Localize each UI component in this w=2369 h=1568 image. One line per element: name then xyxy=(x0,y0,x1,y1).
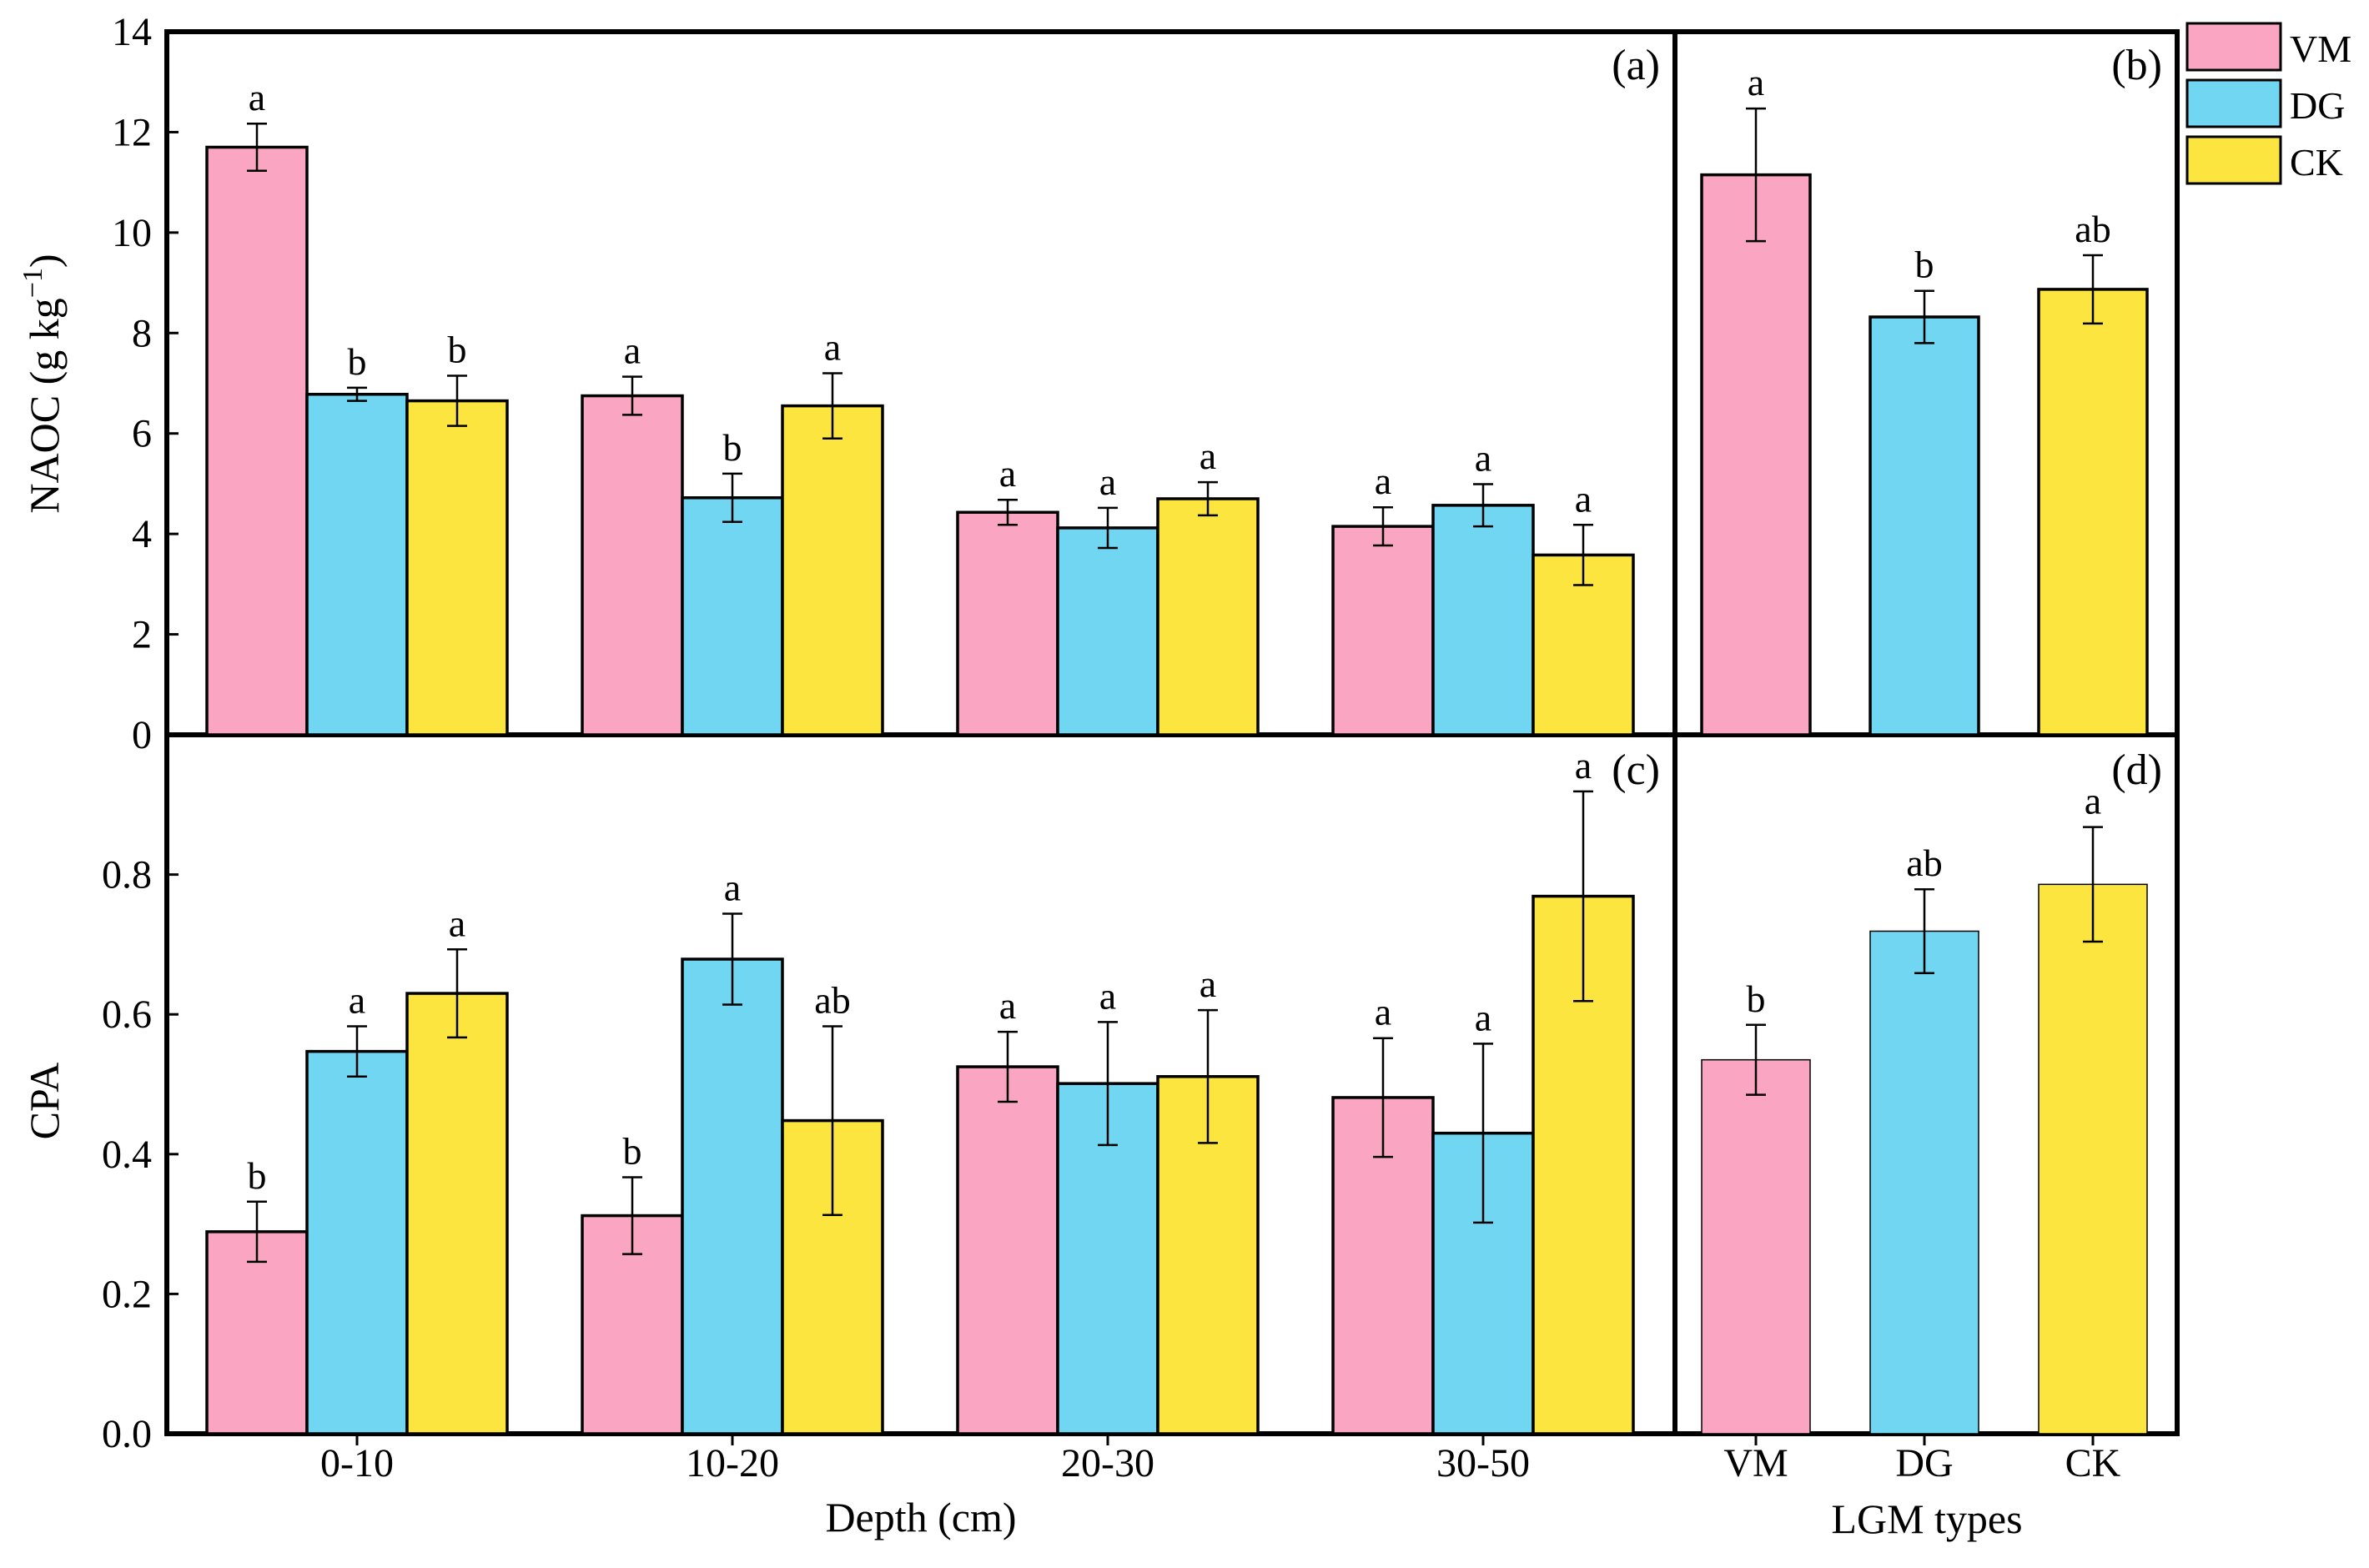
panel-c-dg-3-significance-letter: a xyxy=(1475,996,1491,1038)
panel-d-dg-bar xyxy=(1869,930,1979,1435)
panel-d-ck-bar xyxy=(2038,883,2148,1435)
panel-a-vm-3-significance-letter: a xyxy=(1375,460,1391,502)
x-axis-title-types: LGM types xyxy=(1831,1495,2022,1542)
panel-a-ck-3-significance-letter: a xyxy=(1575,477,1592,520)
x-tick-label-type-1: DG xyxy=(1895,1441,1953,1485)
panel-a-ck-1-significance-letter: a xyxy=(824,325,841,368)
panel-label-a: (a) xyxy=(1612,42,1660,89)
y-tick-label-bottom-0: 0.0 xyxy=(102,1412,152,1456)
panel-d-dg-significance-letter: ab xyxy=(1906,842,1942,884)
panel-a-dg-1-bar xyxy=(681,496,784,736)
legend-swatch-dg xyxy=(2185,78,2282,128)
panel-c-dg-1-bar xyxy=(681,957,784,1435)
x-tick-label-type-0: VM xyxy=(1723,1441,1788,1485)
panel-b-dg-bar xyxy=(1869,315,1980,736)
panel-a-ck-2-bar xyxy=(1156,497,1260,736)
axis-ticks: 0 2 4 6 8 10 12 14 0.0 0.2 0.4 0.6 0.8 0-10 10-20 20-30… xyxy=(102,10,2121,1485)
panel-a-dg-3-bar xyxy=(1431,504,1535,736)
panel-c-ck-0-bar xyxy=(405,992,509,1435)
panel-d-vm-significance-letter: b xyxy=(1747,977,1766,1020)
y-axis-title-bottom: CPA xyxy=(21,1063,68,1140)
panel-c-vm-1-significance-letter: b xyxy=(623,1129,642,1172)
legend: VM DG CK xyxy=(2185,22,2351,185)
panel-d-vm-bar xyxy=(1701,1058,1811,1435)
panel-a-vm-1-bar xyxy=(581,394,684,736)
y-tick-label-top-0: 0 xyxy=(132,713,152,757)
panel-a-vm-1-significance-letter: a xyxy=(624,329,641,372)
y-tick-label-top-2: 4 xyxy=(132,512,152,556)
y-tick-label-top-1: 2 xyxy=(132,613,152,657)
y-axis-title-top: NAOC (g kg−1) xyxy=(18,254,68,513)
y-tick-label-top-4: 8 xyxy=(132,311,152,355)
panel-c-dg-0-significance-letter: a xyxy=(349,978,365,1021)
panel-b-vm-bar xyxy=(1700,173,1812,736)
panel-b-vm-significance-letter: a xyxy=(1748,61,1764,103)
panel-a-vm-0-significance-letter: a xyxy=(249,76,265,118)
panel-a-vm-2-significance-letter: a xyxy=(999,452,1016,495)
panel-c-vm-2-significance-letter: a xyxy=(999,984,1016,1027)
panel-c-vm-2-bar xyxy=(956,1065,1059,1435)
x-axis-title-depth: Depth (cm) xyxy=(825,1494,1016,1540)
panel-c-ck-0-significance-letter: a xyxy=(449,902,465,944)
panel-a-vm-0-bar xyxy=(205,145,309,736)
x-tick-label-depth-2: 20-30 xyxy=(1061,1441,1154,1485)
x-tick-label-depth-0: 0-10 xyxy=(320,1441,394,1485)
panel-b-ck-significance-letter: ab xyxy=(2075,208,2110,250)
panel-c-dg-2-significance-letter: a xyxy=(1099,974,1116,1017)
panel-c-dg-1-significance-letter: a xyxy=(724,867,741,909)
x-tick-label-depth-3: 30-50 xyxy=(1436,1441,1530,1485)
panel-c-ck-3-significance-letter: a xyxy=(1575,744,1592,787)
panel-label-d: (d) xyxy=(2111,746,2162,794)
panel-a-ck-2-significance-letter: a xyxy=(1200,435,1216,477)
panel-d-ck-significance-letter: a xyxy=(2085,780,2101,822)
panel-c-dg-0-bar xyxy=(305,1049,409,1435)
panel-a-ck-0-significance-letter: b xyxy=(448,328,467,370)
y-axis-title-top-close: ) xyxy=(21,254,68,268)
panel-b-dg-significance-letter: b xyxy=(1915,244,1934,286)
panel-a-dg-0-significance-letter: b xyxy=(348,340,367,383)
panel-label-c: (c) xyxy=(1612,746,1660,794)
panel-a-dg-1-significance-letter: b xyxy=(723,426,742,469)
panel-a-vm-3-bar xyxy=(1331,525,1435,736)
y-tick-label-top-3: 6 xyxy=(132,412,152,456)
y-axis-title-top-superscript: −1 xyxy=(18,268,48,298)
legend-label-vm: VM xyxy=(2290,28,2351,70)
y-tick-label-bottom-1: 0.2 xyxy=(102,1272,152,1316)
legend-label-dg: DG xyxy=(2290,84,2345,127)
legend-label-ck: CK xyxy=(2290,141,2343,183)
panel-c-ck-1-significance-letter: ab xyxy=(814,978,850,1021)
panel-a-vm-2-bar xyxy=(956,510,1059,736)
legend-swatch-ck xyxy=(2185,135,2282,185)
y-tick-label-top-5: 10 xyxy=(112,211,152,255)
panel-a-dg-2-bar xyxy=(1056,526,1159,736)
panel-a-ck-1-bar xyxy=(781,404,884,736)
y-tick-label-bottom-2: 0.4 xyxy=(102,1133,152,1177)
panel-c-vm-0-significance-letter: b xyxy=(248,1154,267,1197)
y-tick-label-bottom-3: 0.6 xyxy=(102,993,152,1037)
panel-a-dg-3-significance-letter: a xyxy=(1475,437,1491,480)
x-tick-label-type-2: CK xyxy=(2065,1441,2121,1485)
y-tick-label-top-6: 12 xyxy=(112,110,152,154)
panel-a-ck-0-bar xyxy=(405,399,509,736)
x-tick-label-depth-1: 10-20 xyxy=(686,1441,779,1485)
panel-a-dg-0-bar xyxy=(305,392,409,736)
panel-c-vm-3-significance-letter: a xyxy=(1375,991,1391,1033)
legend-swatch-vm xyxy=(2185,22,2282,72)
y-tick-label-bottom-4: 0.8 xyxy=(102,853,152,897)
panel-b-ck-bar xyxy=(2037,288,2149,736)
panel-label-b: (b) xyxy=(2111,42,2162,89)
panel-c-ck-2-significance-letter: a xyxy=(1200,962,1216,1005)
panel-a-dg-2-significance-letter: a xyxy=(1099,460,1116,503)
y-tick-label-top-7: 14 xyxy=(112,10,152,54)
